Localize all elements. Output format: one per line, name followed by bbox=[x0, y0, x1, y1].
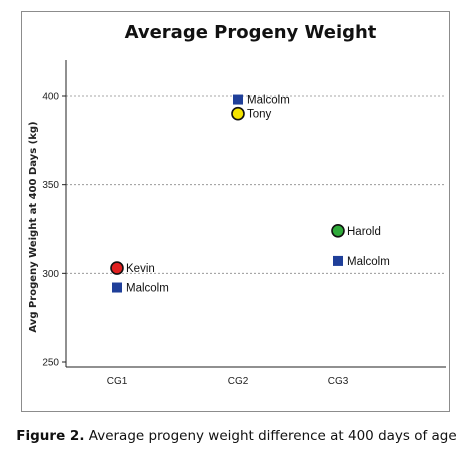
point-label: Malcolm bbox=[247, 95, 290, 107]
point-label: Harold bbox=[347, 226, 381, 238]
scatter-plot: 250 300 350 400 CG1 CG2 CG3 Avg Progeny Weigh… bbox=[28, 60, 446, 387]
point-label: Tony bbox=[247, 109, 272, 121]
circle-marker bbox=[331, 223, 345, 238]
point-label: Malcolm bbox=[347, 256, 390, 268]
data-point-malcolm-cg1: Malcolm bbox=[112, 282, 169, 295]
x-tick-label-cg2: CG2 bbox=[228, 376, 249, 387]
caption-text: Average progeny weight difference at 400… bbox=[84, 428, 457, 444]
x-tick-labels: CG1 CG2 CG3 bbox=[107, 376, 349, 387]
chart-frame bbox=[21, 11, 450, 412]
square-marker bbox=[233, 94, 243, 105]
square-marker bbox=[112, 282, 122, 293]
square-marker bbox=[333, 255, 343, 266]
circle-marker bbox=[110, 261, 124, 275]
gridlines bbox=[66, 95, 446, 274]
data-point-malcolm-cg2: Malcolm bbox=[233, 94, 290, 107]
data-point-tony-cg2: Tony bbox=[231, 106, 272, 121]
axes bbox=[65, 60, 446, 368]
circle-marker bbox=[231, 106, 245, 121]
caption-lead: Figure 2. bbox=[16, 428, 85, 444]
y-axis-label: Avg Progeny Weight at 400 Days (kg) bbox=[28, 121, 39, 332]
point-label: Malcolm bbox=[126, 283, 169, 295]
y-tick-label-400: 400 bbox=[42, 92, 59, 103]
data-point-malcolm-cg3: Malcolm bbox=[333, 255, 390, 268]
y-tick-label-350: 350 bbox=[42, 180, 59, 191]
chart-title: Average Progeny Weight bbox=[124, 22, 377, 43]
figure-caption: Figure 2. Average progeny weight differe… bbox=[0, 428, 473, 444]
y-tick-label-250: 250 bbox=[42, 358, 59, 369]
data-point-kevin-cg1: Kevin bbox=[110, 261, 155, 275]
x-tick-label-cg1: CG1 bbox=[107, 376, 128, 387]
data-points: Kevin Malcolm Malcolm Tony Harold Malcolm bbox=[110, 94, 390, 295]
y-tick-labels: 250 300 350 400 bbox=[42, 92, 66, 369]
y-tick-label-300: 300 bbox=[42, 269, 59, 280]
point-label: Kevin bbox=[126, 263, 155, 275]
data-point-harold-cg3: Harold bbox=[331, 223, 381, 238]
x-tick-label-cg3: CG3 bbox=[328, 376, 349, 387]
